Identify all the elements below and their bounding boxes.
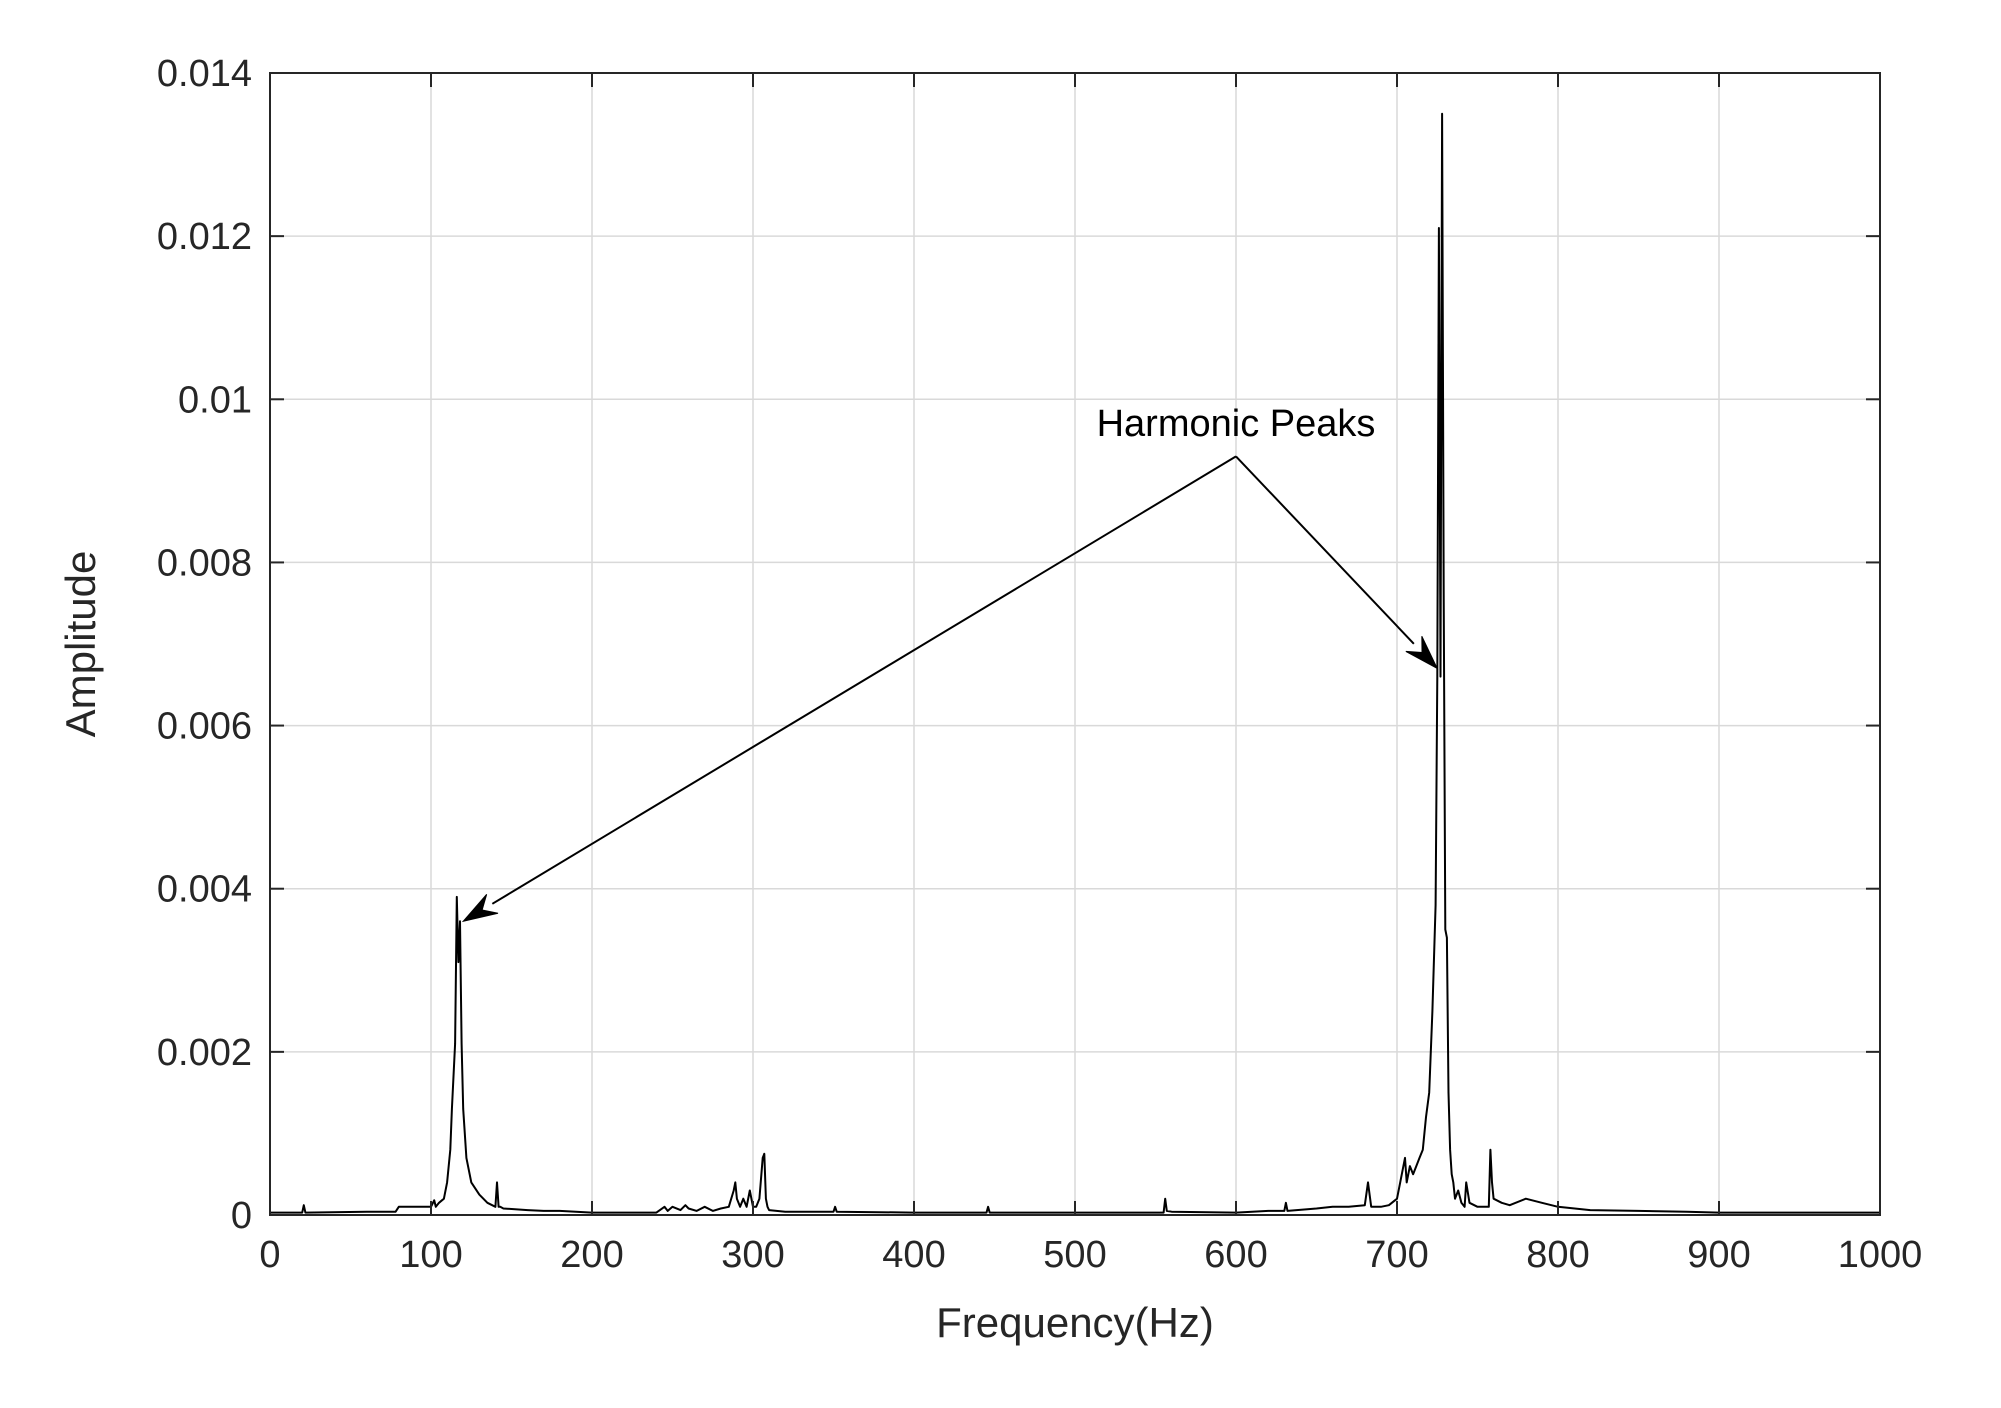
x-tick-label: 800: [1526, 1234, 1589, 1276]
x-tick-label: 200: [560, 1234, 623, 1276]
x-tick-label: 400: [882, 1234, 945, 1276]
annotation-arrow: [1235, 455, 1415, 645]
annotations: Harmonic Peaks: [461, 403, 1439, 923]
y-tick-label: 0.014: [157, 53, 252, 95]
y-tick-label: 0: [231, 1195, 252, 1237]
x-tick-label: 900: [1687, 1234, 1750, 1276]
annotation-arrow: [491, 455, 1237, 905]
y-axis-title: Amplitude: [57, 551, 104, 738]
y-tick-label: 0.012: [157, 216, 252, 258]
y-tick-label: 0.008: [157, 542, 252, 584]
grid: [270, 73, 1880, 1215]
annotation-label: Harmonic Peaks: [1097, 403, 1376, 445]
spectrum-line: [270, 112, 1880, 1214]
y-tick-labels: 0 0.002 0.004 0.006 0.008 0.01 0.012 0.014: [157, 53, 252, 1237]
x-tick-label: 300: [721, 1234, 784, 1276]
y-tick-label: 0.006: [157, 706, 252, 748]
x-tick-label: 600: [1204, 1234, 1267, 1276]
x-tick-label: 700: [1365, 1234, 1428, 1276]
y-tick-label: 0.01: [178, 379, 252, 421]
x-tick-label: 500: [1043, 1234, 1106, 1276]
x-tick-label: 1000: [1838, 1234, 1923, 1276]
x-tick-label: 100: [399, 1234, 462, 1276]
series-layer: [270, 112, 1880, 1214]
x-axis-title: Frequency(Hz): [936, 1299, 1214, 1346]
x-tick-labels: 0 100 200 300 400 500 600 700 800 900 1000: [259, 1234, 1922, 1276]
y-tick-label: 0.002: [157, 1032, 252, 1074]
y-tick-label: 0.004: [157, 869, 252, 911]
tick-marks: [269, 72, 1881, 1216]
annotation-arrowhead: [1405, 636, 1439, 670]
x-tick-label: 0: [259, 1234, 280, 1276]
annotation-arrowhead: [461, 894, 499, 923]
